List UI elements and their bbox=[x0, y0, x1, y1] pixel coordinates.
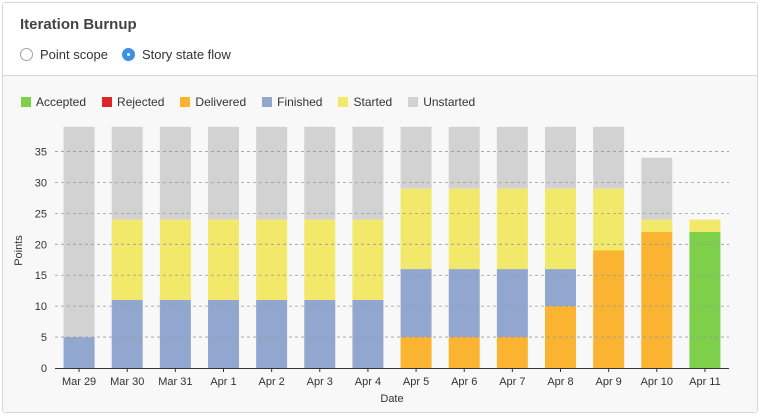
view-mode-radio-group: Point scope Story state flow bbox=[20, 47, 245, 62]
legend-swatch bbox=[21, 97, 31, 107]
bar-segment-started bbox=[448, 188, 480, 270]
bar-segment-started bbox=[496, 188, 528, 270]
legend-label: Started bbox=[353, 95, 393, 109]
legend-swatch bbox=[408, 97, 419, 107]
x-tick-label: Apr 9 bbox=[595, 376, 621, 388]
y-tick-label: 15 bbox=[35, 270, 47, 282]
bar-segment-unstarted bbox=[400, 126, 432, 189]
legend-label: Rejected bbox=[117, 95, 165, 109]
point-scope-radio[interactable]: Point scope bbox=[20, 47, 108, 62]
bar-segment-started bbox=[208, 219, 239, 300]
bar-segment-started bbox=[352, 219, 384, 300]
legend-label: Unstarted bbox=[423, 95, 476, 109]
legend-label: Accepted bbox=[36, 95, 87, 109]
y-tick-label: 10 bbox=[35, 301, 47, 313]
bar-segment-unstarted bbox=[448, 126, 480, 189]
bar-segment-delivered bbox=[496, 337, 528, 368]
radio-selected-icon[interactable] bbox=[121, 48, 135, 61]
bar-segment-started bbox=[159, 219, 191, 300]
bar-segment-finished bbox=[545, 269, 576, 307]
bar-segment-started bbox=[545, 188, 576, 270]
bar-segment-unstarted bbox=[545, 126, 576, 189]
bar-segment-started bbox=[304, 219, 336, 300]
iteration-burnup-panel: Iteration Burnup Point scope Story state… bbox=[2, 2, 758, 413]
bar-segment-finished bbox=[448, 269, 480, 338]
bar-segment-delivered bbox=[448, 337, 480, 368]
bar-segment-finished bbox=[159, 299, 191, 368]
x-tick-label: Apr 10 bbox=[641, 376, 673, 388]
x-tick-label: Apr 5 bbox=[403, 376, 429, 388]
legend-item-unstarted[interactable]: Unstarted bbox=[408, 95, 475, 109]
bar-segment-unstarted bbox=[159, 126, 191, 220]
x-tick-label: Apr 3 bbox=[307, 376, 333, 388]
story-state-flow-radio[interactable]: Story state flow bbox=[121, 47, 231, 62]
bar-segment-started bbox=[689, 219, 721, 232]
legend-item-rejected[interactable]: Rejected bbox=[102, 95, 164, 109]
legend-item-delivered[interactable]: Delivered bbox=[180, 95, 246, 109]
x-tick-label: Apr 1 bbox=[210, 376, 236, 388]
bar-segment-finished bbox=[111, 299, 143, 368]
bar-segment-started bbox=[400, 188, 432, 270]
x-tick-label: Apr 4 bbox=[355, 376, 381, 388]
bar-segment-accepted bbox=[689, 231, 721, 368]
legend-label: Delivered bbox=[195, 95, 247, 109]
panel-title: Iteration Burnup bbox=[20, 16, 137, 33]
chart-legend: Accepted Rejected Delivered Finished Started… bbox=[21, 95, 491, 109]
bar-segment-started bbox=[256, 219, 288, 300]
bar-segment-started bbox=[111, 219, 143, 300]
bar-segment-started bbox=[593, 188, 625, 251]
x-axis-title: Date bbox=[380, 393, 403, 405]
bar-segment-finished bbox=[256, 299, 288, 368]
bar-segment-unstarted bbox=[641, 157, 673, 220]
x-tick-label: Apr 7 bbox=[499, 376, 525, 388]
bar-segment-unstarted bbox=[496, 126, 528, 189]
y-tick-label: 30 bbox=[35, 177, 47, 189]
y-tick-label: 20 bbox=[35, 239, 47, 251]
legend-item-accepted[interactable]: Accepted bbox=[21, 95, 86, 109]
bar-segment-unstarted bbox=[111, 126, 143, 220]
bar-segment-delivered bbox=[593, 250, 625, 368]
legend-item-started[interactable]: Started bbox=[338, 95, 392, 109]
x-tick-label: Apr 6 bbox=[451, 376, 477, 388]
y-tick-label: 25 bbox=[35, 208, 47, 220]
legend-item-finished[interactable]: Finished bbox=[262, 95, 322, 109]
y-axis-title: Points bbox=[13, 235, 25, 266]
burnup-chart: 0 5 10 15 20 25 30 35 Mar 29 Mar 30 Mar 31 Apr 1 Apr… bbox=[13, 126, 729, 405]
bar-segment-unstarted bbox=[63, 126, 95, 338]
x-tick-label: Apr 8 bbox=[547, 376, 573, 388]
x-tick-label: Mar 31 bbox=[158, 376, 192, 388]
bar-segment-finished bbox=[208, 299, 239, 368]
bar-segment-finished bbox=[352, 299, 384, 368]
bar-segment-finished bbox=[63, 337, 95, 368]
legend-label: Finished bbox=[277, 95, 323, 109]
y-tick-label: 5 bbox=[41, 332, 47, 344]
legend-swatch bbox=[102, 97, 113, 107]
bar-segment-unstarted bbox=[208, 126, 239, 220]
bar-segment-finished bbox=[496, 269, 528, 338]
point-scope-label[interactable]: Point scope bbox=[40, 47, 108, 62]
legend-swatch bbox=[180, 97, 191, 107]
bar-segment-unstarted bbox=[256, 126, 288, 220]
bar-segment-finished bbox=[304, 299, 336, 368]
y-tick-label: 35 bbox=[35, 147, 47, 159]
y-tick-label: 0 bbox=[41, 363, 47, 375]
bar-segment-finished bbox=[400, 269, 432, 338]
chart-area: Accepted Rejected Delivered Finished Started… bbox=[3, 76, 757, 412]
legend-swatch bbox=[338, 97, 349, 107]
story-state-flow-label[interactable]: Story state flow bbox=[141, 47, 231, 62]
x-tick-label: Apr 2 bbox=[258, 376, 284, 388]
legend-swatch bbox=[262, 97, 273, 107]
bar-segment-unstarted bbox=[593, 126, 625, 189]
bar-segment-delivered bbox=[400, 337, 432, 368]
radio-unselected-icon[interactable] bbox=[20, 48, 33, 61]
bar-segment-delivered bbox=[641, 231, 673, 368]
panel-header: Iteration Burnup Point scope Story state… bbox=[3, 3, 757, 76]
x-tick-label: Mar 30 bbox=[110, 376, 144, 388]
bar-segment-started bbox=[641, 219, 673, 232]
x-tick-label: Apr 11 bbox=[689, 376, 721, 388]
bar-segment-unstarted bbox=[352, 126, 384, 220]
x-tick-label: Mar 29 bbox=[62, 376, 96, 388]
bar-segment-unstarted bbox=[304, 126, 336, 220]
